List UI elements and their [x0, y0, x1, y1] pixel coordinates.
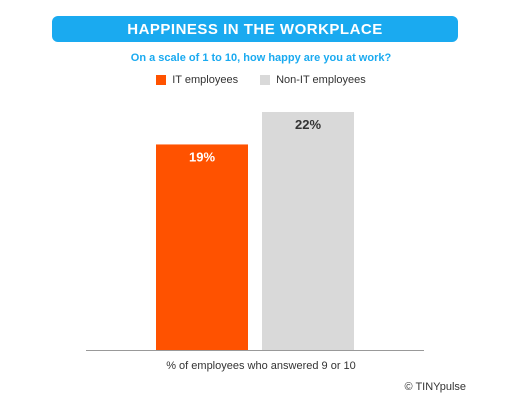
source-credit: © TINYpulse [404, 381, 467, 393]
bar-non-it [262, 112, 354, 350]
legend-label-it: IT employees [172, 74, 239, 86]
legend-item-it: IT employees [156, 74, 238, 86]
bar-it [156, 144, 248, 350]
bar-non-it-label: 22% [295, 117, 321, 132]
chart-title: HAPPINESS IN THE WORKPLACE [52, 16, 458, 42]
legend-item-non-it: Non-IT employees [260, 74, 366, 86]
bar-it-label: 19% [189, 149, 215, 164]
legend: IT employees Non-IT employees [0, 74, 522, 86]
legend-label-non-it: Non-IT employees [276, 74, 366, 86]
legend-swatch-it [156, 75, 167, 85]
x-axis-label: % of employees who answered 9 or 10 [166, 360, 356, 372]
legend-swatch-non-it [260, 75, 271, 85]
chart-subtitle: On a scale of 1 to 10, how happy are you… [130, 52, 392, 64]
